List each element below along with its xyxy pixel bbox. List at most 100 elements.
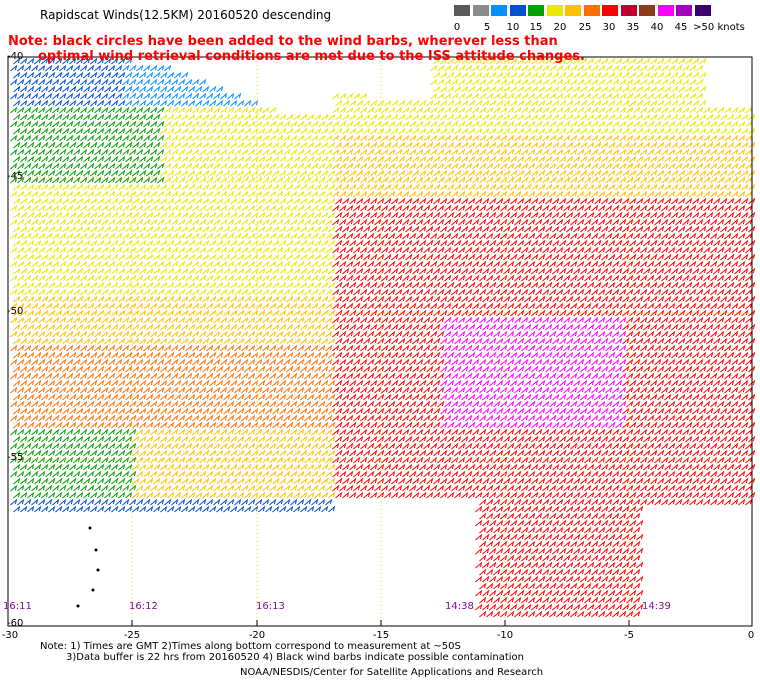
wind-barb [668,204,676,212]
wind-barb [328,253,336,261]
wind-barb [213,372,221,380]
wind-barb [199,288,207,296]
wind-barb [181,169,189,177]
wind-barb [90,71,98,79]
wind-barb [150,64,158,72]
wind-barb [220,232,228,240]
wind-barb [601,57,609,65]
wind-barb [377,225,385,233]
wind-barb [223,379,231,387]
wind-barb [160,393,168,401]
wind-barb [328,323,336,331]
wind-barb [720,309,728,317]
wind-barb [41,85,49,93]
wind-barb [272,253,280,261]
wind-barb [76,295,84,303]
wind-barb [328,309,336,317]
wind-barb [647,386,655,394]
wind-barb [587,99,595,107]
wind-barb [664,197,672,205]
wind-barb [444,134,452,142]
wind-barb [601,155,609,163]
wind-barb [748,113,756,121]
wind-barb [90,365,98,373]
wind-barb [703,218,711,226]
wind-barb [416,106,424,114]
wind-barb [83,99,91,107]
wind-barb [577,190,585,198]
wind-barb [374,288,382,296]
wind-barb [157,78,165,86]
wind-barb [647,106,655,114]
wind-barb [66,64,74,72]
wind-barb [566,365,574,373]
wind-barb [143,274,151,282]
wind-barb [66,400,74,408]
wind-barb [150,246,158,254]
wind-barb [699,379,707,387]
wind-barb [699,127,707,135]
wind-barb [290,260,298,268]
wind-barb [202,141,210,149]
wind-barb [458,106,466,114]
wind-barb [339,288,347,296]
wind-barb [192,344,200,352]
wind-barb [426,225,434,233]
wind-barb [619,274,627,282]
wind-barb [388,372,396,380]
wind-barb [125,267,133,275]
wind-barb [664,57,672,65]
wind-barb [220,148,228,156]
wind-barb [157,358,165,366]
wind-barb [293,351,301,359]
wind-barb [559,309,567,317]
wind-barb [395,176,403,184]
wind-barb [388,288,396,296]
wind-barb [381,134,389,142]
wind-barb [262,162,270,170]
wind-barb [440,113,448,121]
wind-barb [24,246,32,254]
wind-barb [339,148,347,156]
wind-barb [692,57,700,65]
wind-barb [195,379,203,387]
wind-barb [493,176,501,184]
wind-barb [94,260,102,268]
wind-barb [132,239,140,247]
wind-barb [69,239,77,247]
wind-barb [661,162,669,170]
wind-barb [461,99,469,107]
wind-barb [556,274,564,282]
wind-barb [52,218,60,226]
wind-barb [325,134,333,142]
wind-barb [650,323,658,331]
wind-barb [447,239,455,247]
wind-barb [328,211,336,219]
wind-barb [661,148,669,156]
wind-barb [13,183,21,191]
wind-barb [528,204,536,212]
wind-barb [748,337,756,345]
wind-barb [220,344,228,352]
wind-barb [209,253,217,261]
wind-barb [699,351,707,359]
wind-barb [447,183,455,191]
wind-barb [150,316,158,324]
wind-barb [202,379,210,387]
wind-barb [451,274,459,282]
wind-barb [125,225,133,233]
wind-barb [741,225,749,233]
wind-barb [335,141,343,149]
wind-barb [195,323,203,331]
wind-barb [304,190,312,198]
wind-barb [101,330,109,338]
wind-barb [80,302,88,310]
wind-barb [356,267,364,275]
wind-barb [153,267,161,275]
wind-barb [580,183,588,191]
wind-barb [171,232,179,240]
wind-barb [426,169,434,177]
wind-barb [10,134,18,142]
wind-barb [230,323,238,331]
wind-barb [111,393,119,401]
